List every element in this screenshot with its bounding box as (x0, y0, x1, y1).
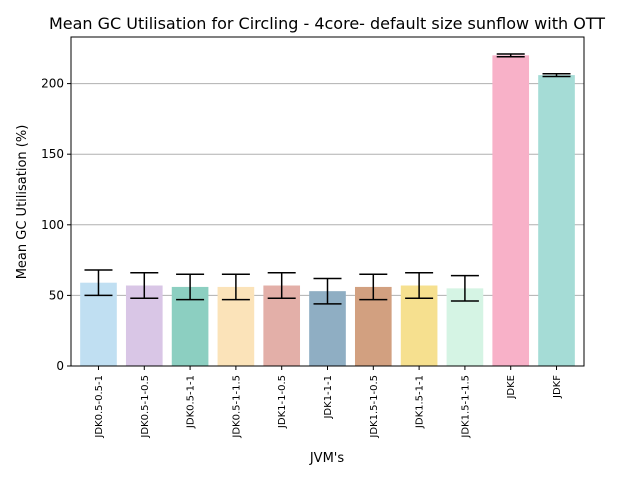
x-tick-label: JDK1.5-1-1 (415, 375, 426, 429)
error-bars (84, 53, 571, 305)
bar (80, 282, 117, 366)
x-tick-label: JDK1-1-0.5 (277, 375, 288, 429)
x-tick-label: JDK1-1-1 (323, 375, 334, 420)
x-tick-label: JDK0.5-1-1.5 (231, 375, 242, 439)
y-axis-label: Mean GC Utilisation (%) (15, 125, 30, 280)
x-tick-label: JDK0.5-0.5-1 (94, 375, 105, 439)
bars (80, 55, 575, 367)
x-tick-label: JDK1.5-1-1.5 (460, 375, 471, 439)
y-tick-label: 200 (41, 77, 64, 91)
x-tick-label: JDK0.5-1-1 (186, 375, 197, 429)
x-tick-label: JDKE (506, 375, 517, 400)
x-axis-ticks: JDK0.5-0.5-1 JDK0.5-1-0.5 JDK0.5-1-1 JDK0.5… (94, 366, 563, 439)
x-tick-label: JDK0.5-1-0.5 (140, 375, 151, 439)
y-tick-label: 0 (56, 359, 64, 373)
bar (492, 55, 530, 366)
y-tick-label: 150 (41, 147, 64, 161)
bar (538, 75, 575, 367)
x-tick-label: JDKF (552, 375, 563, 399)
y-axis-ticks: 0 50 100 150 200 (41, 77, 71, 373)
y-tick-label: 100 (41, 218, 64, 232)
x-tick-label: JDK1.5-1-0.5 (369, 375, 380, 439)
x-axis-label: JVM's (309, 451, 345, 466)
chart-title: Mean GC Utilisation for Circling - 4core… (49, 14, 605, 33)
y-tick-label: 50 (49, 288, 64, 302)
